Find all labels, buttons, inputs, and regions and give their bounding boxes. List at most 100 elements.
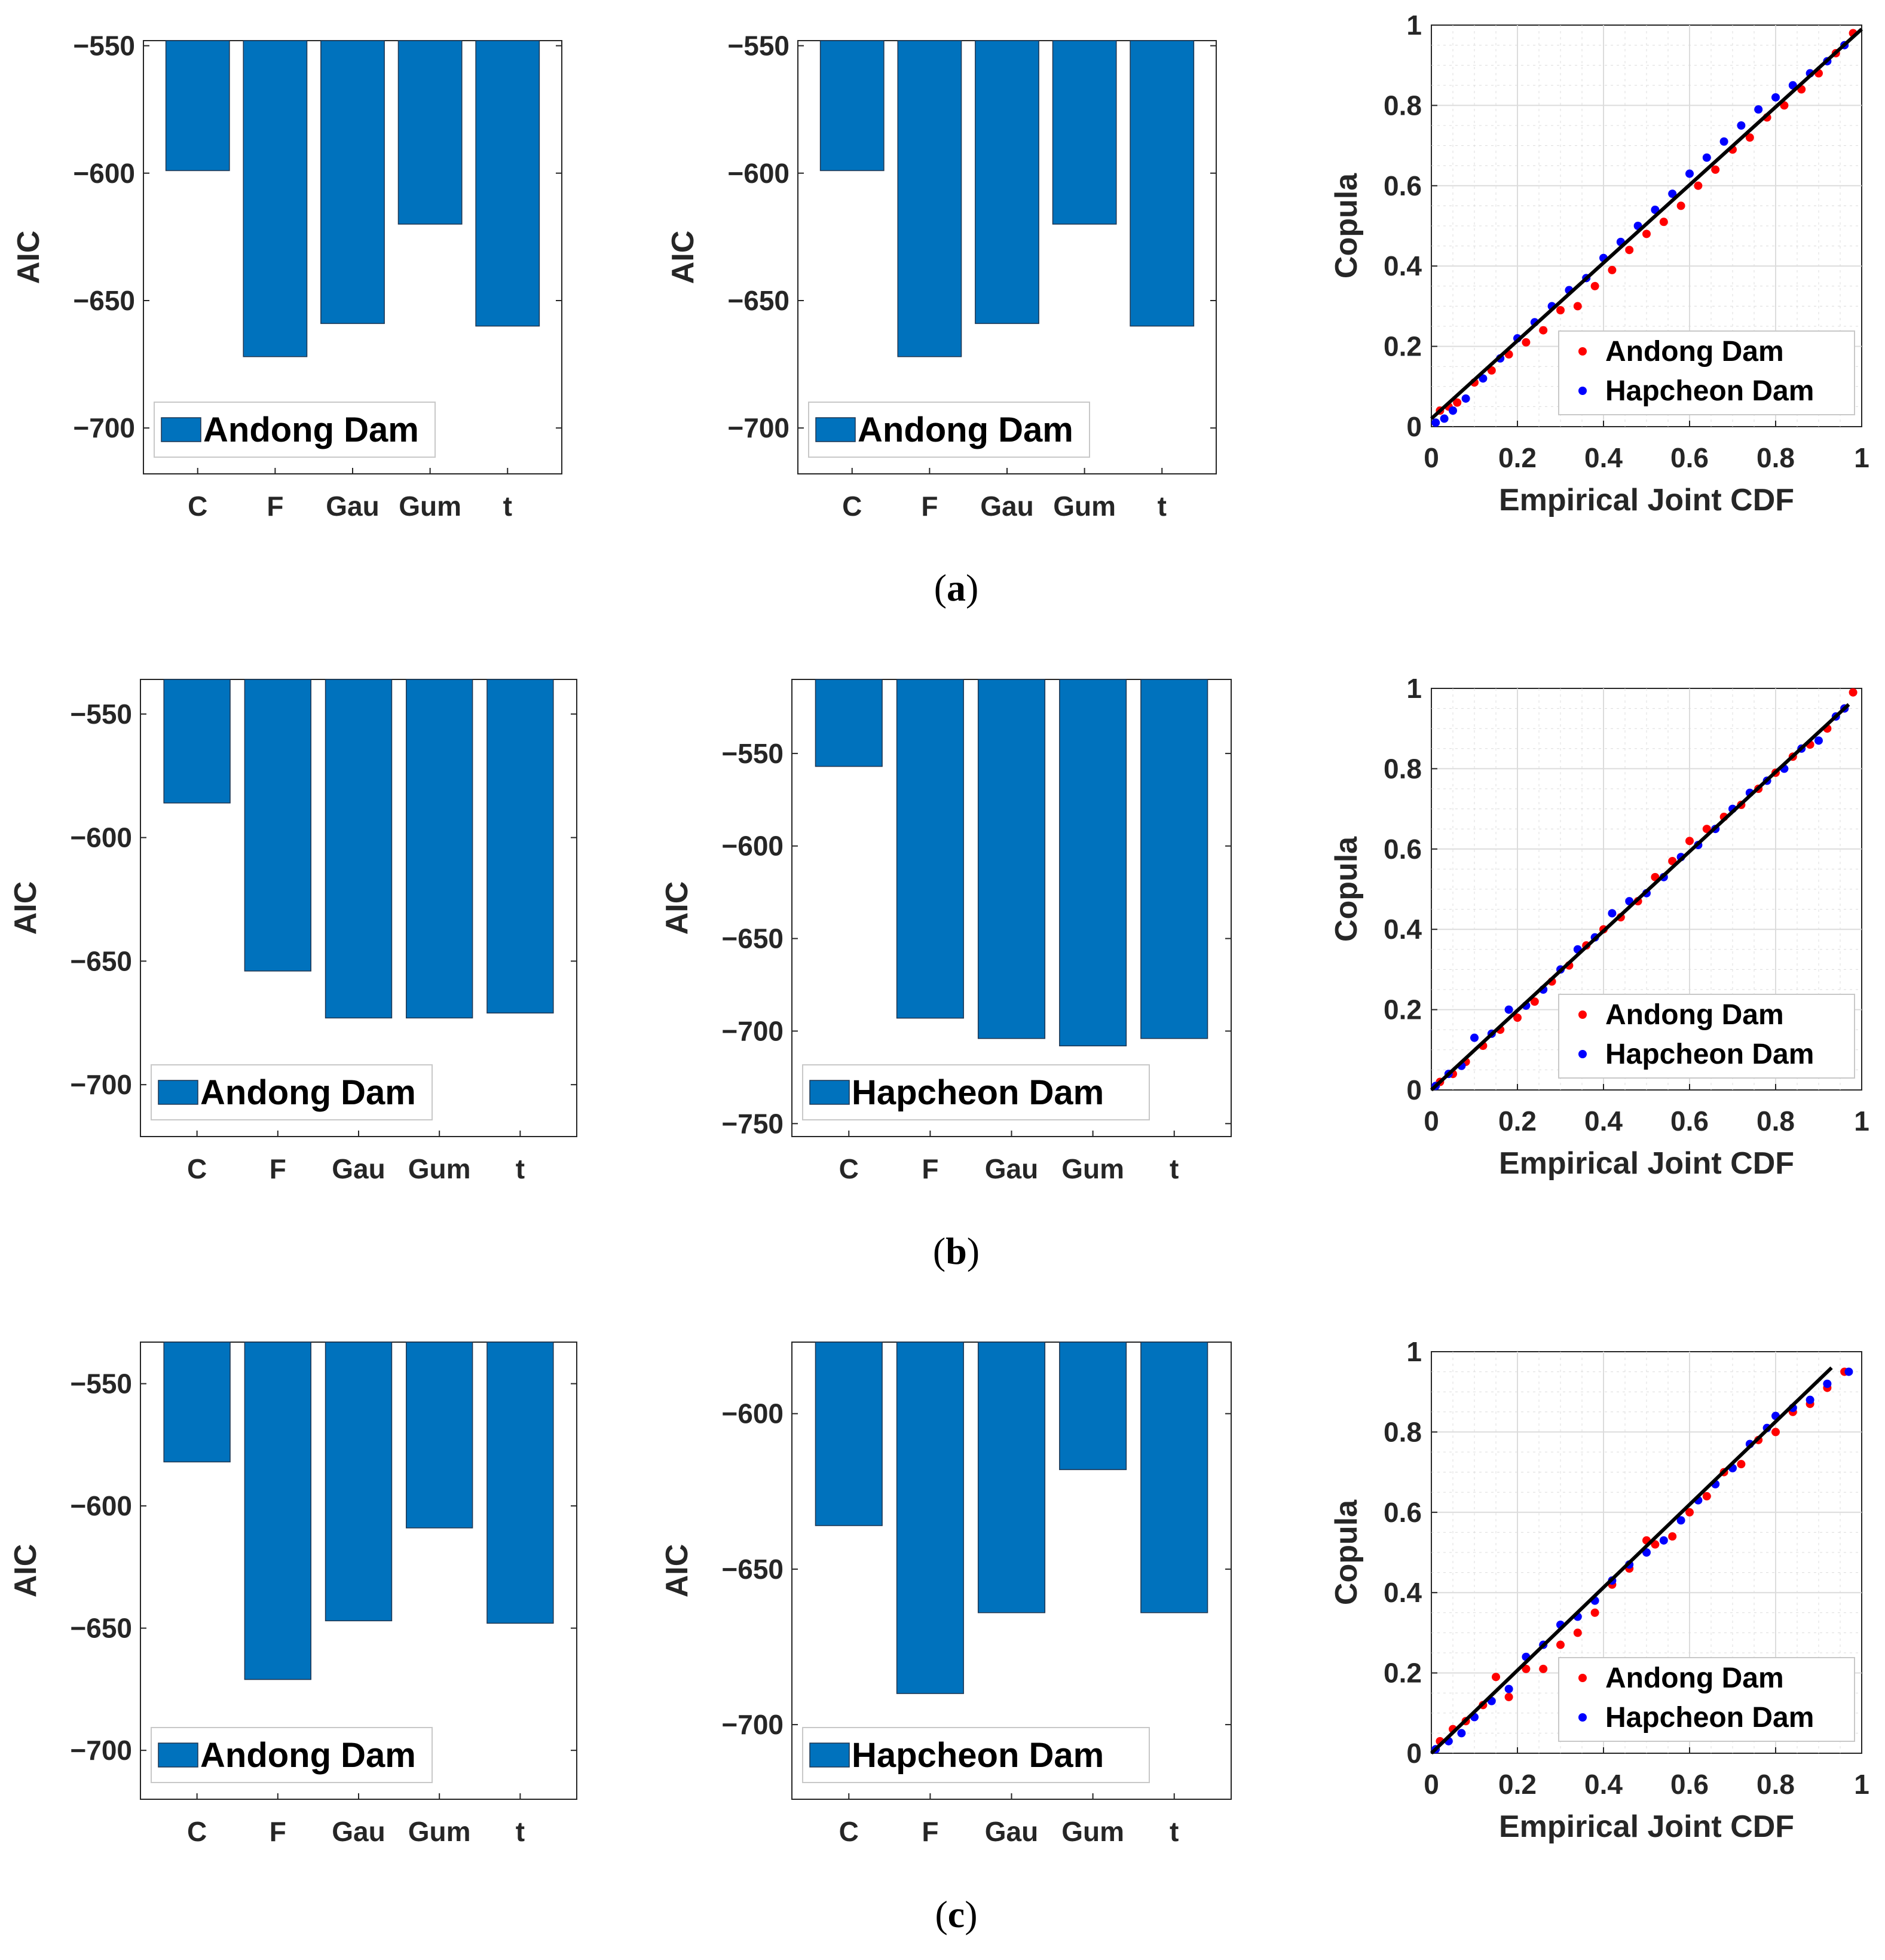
legend-label: Hapcheon Dam xyxy=(1605,1039,1814,1070)
data-point-andong xyxy=(1513,1013,1522,1022)
x-tick-label: C xyxy=(839,1816,859,1847)
y-tick-label: −600 xyxy=(73,158,135,189)
bar-C xyxy=(815,1342,883,1526)
bar-C xyxy=(819,40,885,172)
bar-chart-b2: C F Gau Gum t −550 −600 −650 −700 −750 AIC Hapcheon… xyxy=(660,679,1232,1184)
y-tick-label: −550 xyxy=(70,1368,132,1399)
x-tick-label: 0.4 xyxy=(1584,442,1623,473)
x-tick-label: 0.8 xyxy=(1757,1105,1795,1137)
data-point-andong xyxy=(1849,688,1858,697)
x-tick-label: Gau xyxy=(332,1153,385,1184)
x-tick-label: t xyxy=(1158,491,1167,522)
fit-line xyxy=(1430,703,1850,1092)
y-tick-label: −700 xyxy=(727,412,790,443)
legend-marker xyxy=(1578,387,1587,395)
legend-box xyxy=(151,1064,433,1120)
y-tick-label: −650 xyxy=(70,1613,132,1644)
legend-label: Hapcheon Dam xyxy=(852,1073,1104,1112)
x-tick-label: 0.8 xyxy=(1757,442,1795,473)
data-point-andong xyxy=(1651,1540,1660,1549)
y-axis-label: AIC xyxy=(666,231,700,284)
data-point-andong xyxy=(1676,201,1685,210)
bar-F xyxy=(243,40,308,357)
legend-marker xyxy=(1578,1674,1587,1682)
bar-Gau xyxy=(325,1342,393,1622)
y-tick-label: −650 xyxy=(721,923,784,954)
y-tick-label: −600 xyxy=(721,1398,784,1429)
bar-F xyxy=(244,679,311,972)
x-tick-label: 1 xyxy=(1854,442,1869,473)
caption-open: ( xyxy=(934,566,947,609)
x-tick-label: t xyxy=(1170,1153,1179,1184)
y-tick-label: −700 xyxy=(70,1735,132,1766)
x-tick-label: Gum xyxy=(408,1153,471,1184)
fit-line xyxy=(1430,1366,1833,1755)
x-tick-label: F xyxy=(270,1153,286,1184)
bar-Gau xyxy=(325,679,393,1019)
legend-swatch xyxy=(809,1080,850,1105)
caption-letter: b xyxy=(945,1230,967,1272)
x-tick-label: Gum xyxy=(399,491,461,522)
y-tick-label: 0 xyxy=(1406,411,1422,442)
data-point-hapcheon xyxy=(1719,137,1728,146)
y-tick-label: −700 xyxy=(70,1069,132,1100)
caption-letter: a xyxy=(947,566,966,609)
x-tick-label: 0.8 xyxy=(1757,1769,1795,1800)
y-tick-label: −750 xyxy=(721,1108,784,1139)
data-point-andong xyxy=(1702,1492,1711,1500)
x-tick-label: F xyxy=(922,1153,938,1184)
data-point-andong xyxy=(1539,326,1548,335)
legend-box xyxy=(1558,994,1855,1079)
x-tick-label: 0 xyxy=(1424,1769,1439,1800)
bar-t xyxy=(486,679,554,1013)
y-tick-label: 0.4 xyxy=(1384,250,1422,281)
bar-F xyxy=(896,1342,964,1694)
scatter-chart-c3: 0 0.2 0.4 0.6 0.8 1 0 0.2 0.4 0.6 0.8 1 Empirical Jo… xyxy=(1329,1336,1869,1844)
bar-chart-a1: C F Gau Gum t −550 −600 −650 −700 AIC Andong Dam xyxy=(11,30,562,522)
legend-label: Andong Dam xyxy=(200,1736,416,1775)
y-axis-label: Copula xyxy=(1329,836,1364,942)
legend-label: Andong Dam xyxy=(200,1073,416,1112)
x-tick-label: C xyxy=(188,491,207,522)
y-tick-label: −650 xyxy=(721,1554,784,1585)
x-tick-label: t xyxy=(503,491,512,522)
bar-Gum xyxy=(397,40,463,225)
caption-open: ( xyxy=(935,1893,947,1936)
x-tick-label: 0.4 xyxy=(1584,1105,1623,1137)
x-tick-label: 0.6 xyxy=(1670,1105,1709,1137)
y-axis-label: Copula xyxy=(1329,173,1364,278)
x-axis-label: Empirical Joint CDF xyxy=(1499,1146,1794,1181)
legend-label: Hapcheon Dam xyxy=(1605,1702,1814,1734)
data-point-andong xyxy=(1504,1692,1513,1701)
bar-t xyxy=(486,1342,554,1624)
y-tick-label: 1 xyxy=(1406,10,1422,41)
data-point-hapcheon xyxy=(1470,1033,1479,1042)
x-tick-label: F xyxy=(921,491,938,522)
bar-t xyxy=(1130,40,1195,327)
data-point-andong xyxy=(1737,1460,1746,1469)
legend-label: Andong Dam xyxy=(1605,336,1784,368)
legend-label: Andong Dam xyxy=(858,411,1073,449)
data-point-hapcheon xyxy=(1771,93,1780,102)
x-tick-label: F xyxy=(922,1816,938,1847)
bar-Gum xyxy=(1052,40,1117,225)
x-tick-label: C xyxy=(187,1816,207,1847)
x-tick-label: 0.6 xyxy=(1670,442,1709,473)
bar-chart-b1: C F Gau Gum t −550 −600 −650 −700 AIC Andong Dam xyxy=(8,679,577,1184)
y-tick-label: 0.4 xyxy=(1384,1577,1422,1608)
x-tick-label: Gau xyxy=(980,491,1033,522)
y-tick-label: 0.2 xyxy=(1384,1658,1422,1689)
data-point-andong xyxy=(1685,1508,1694,1517)
y-axis-label: AIC xyxy=(8,1544,43,1598)
data-point-hapcheon xyxy=(1754,105,1763,114)
bar-C xyxy=(163,1342,231,1463)
x-tick-label: Gum xyxy=(1061,1816,1124,1847)
x-tick-label: F xyxy=(270,1816,286,1847)
bar-t xyxy=(1140,679,1208,1039)
data-point-andong xyxy=(1702,825,1711,834)
y-tick-label: 0.8 xyxy=(1384,753,1422,784)
y-tick-label: −600 xyxy=(727,158,790,189)
data-point-andong xyxy=(1522,338,1531,347)
data-point-andong xyxy=(1608,265,1617,274)
